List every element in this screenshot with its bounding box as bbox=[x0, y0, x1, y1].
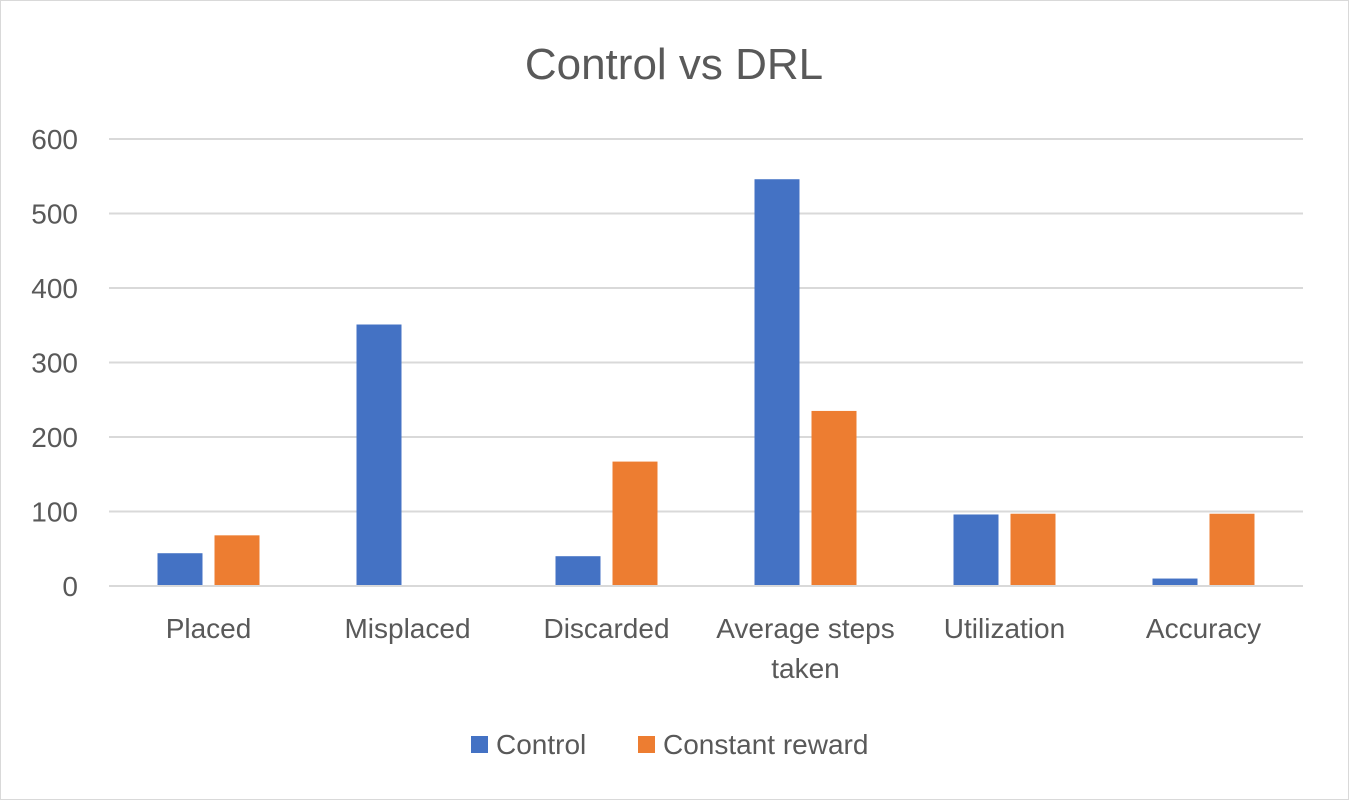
gridlines bbox=[109, 138, 1303, 513]
bar-control bbox=[356, 324, 402, 586]
y-axis-ticks: 0 100 200 300 400 500 600 bbox=[31, 124, 78, 602]
y-tick-label: 600 bbox=[31, 124, 78, 155]
bar-control bbox=[754, 179, 800, 587]
legend-label: Constant reward bbox=[663, 729, 868, 760]
category-labels: Placed Misplaced Discarded Average steps tak… bbox=[166, 613, 1261, 684]
bar-constant-reward bbox=[612, 461, 658, 586]
legend-label: Control bbox=[496, 729, 586, 760]
bar-control bbox=[953, 514, 999, 586]
chart-title: Control vs DRL bbox=[525, 40, 823, 89]
bar-control bbox=[157, 553, 203, 586]
x-tick-label: Average steps bbox=[716, 613, 895, 644]
x-tick-label: Misplaced bbox=[344, 613, 470, 644]
bar-constant-reward bbox=[811, 410, 857, 586]
x-tick-label: Discarded bbox=[543, 613, 669, 644]
x-tick-label: Placed bbox=[166, 613, 252, 644]
legend-swatch-control bbox=[471, 736, 488, 753]
x-tick-label: Accuracy bbox=[1146, 613, 1261, 644]
bar-control bbox=[1152, 578, 1198, 586]
bar-control bbox=[555, 556, 601, 586]
x-tick-label: Utilization bbox=[944, 613, 1065, 644]
y-tick-label: 100 bbox=[31, 497, 78, 528]
legend-swatch-constant-reward bbox=[638, 736, 655, 753]
legend: Control Constant reward bbox=[471, 729, 868, 760]
bar-constant-reward bbox=[214, 535, 260, 586]
y-tick-label: 200 bbox=[31, 422, 78, 453]
y-tick-label: 500 bbox=[31, 199, 78, 230]
x-tick-label: taken bbox=[771, 653, 840, 684]
y-tick-label: 400 bbox=[31, 273, 78, 304]
bar-constant-reward bbox=[1209, 513, 1255, 586]
y-tick-label: 300 bbox=[31, 348, 78, 379]
bar-constant-reward bbox=[1010, 513, 1056, 586]
bars bbox=[157, 179, 1255, 587]
y-tick-label: 0 bbox=[62, 571, 78, 602]
